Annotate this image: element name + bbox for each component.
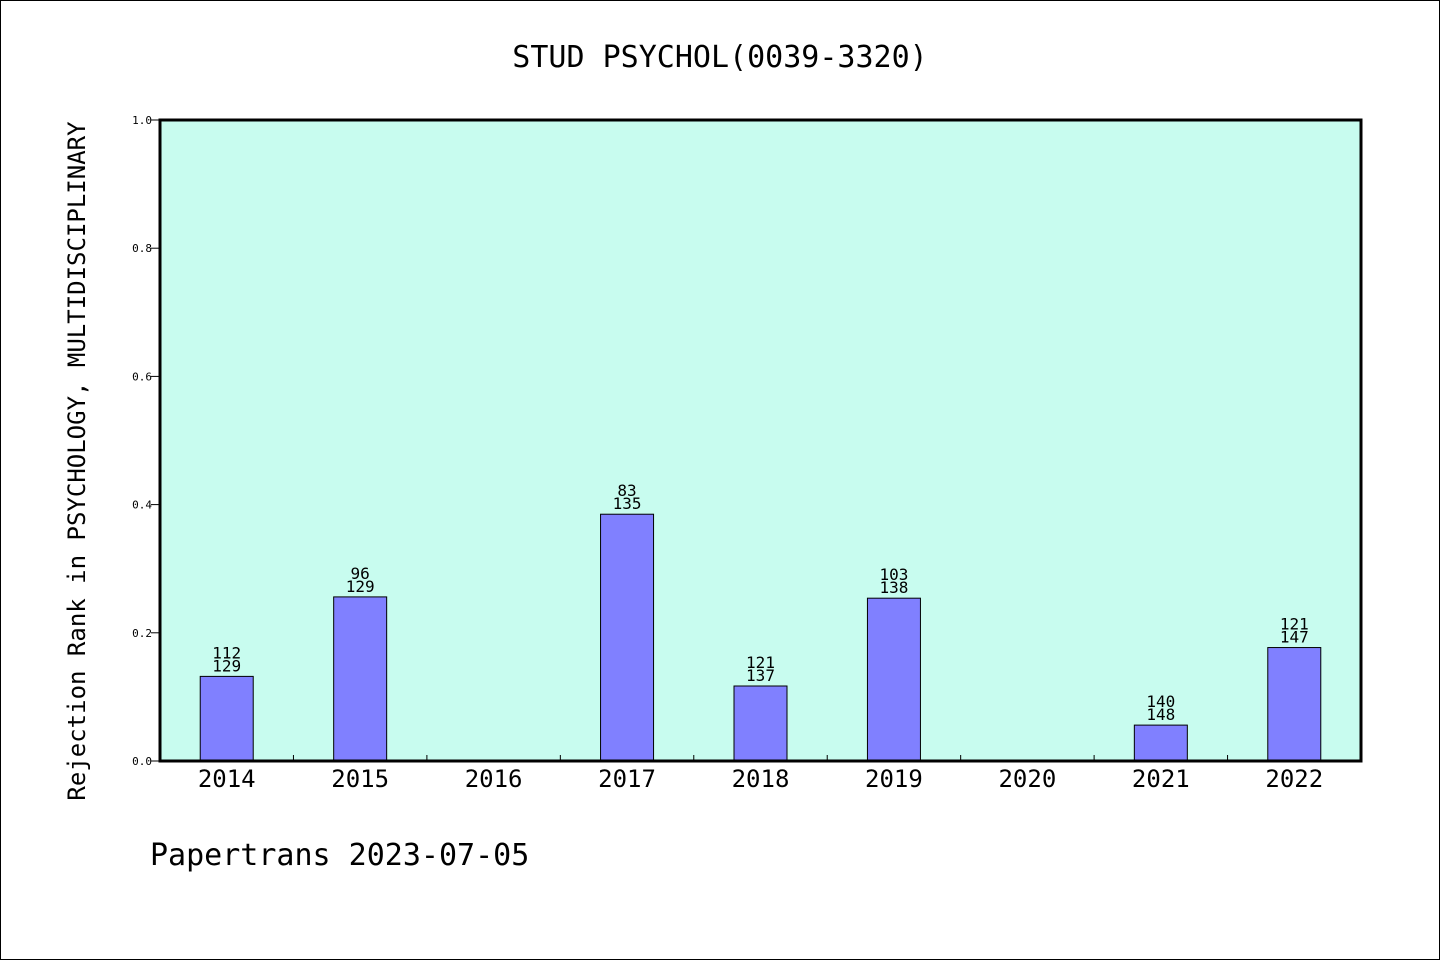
data-label-rank: 121 xyxy=(746,653,775,672)
x-tick-label: 2020 xyxy=(998,765,1056,793)
bar-2018 xyxy=(733,685,788,762)
y-tick-label: 0.0 xyxy=(132,755,152,768)
data-label-total: 135 xyxy=(613,494,642,513)
data-label-total: 147 xyxy=(1280,628,1309,647)
data-label-rank: 83 xyxy=(617,481,636,500)
y-tick-label: 1.0 xyxy=(132,114,152,127)
bar-2015 xyxy=(333,596,388,762)
y-tick-label: 0.2 xyxy=(132,627,152,640)
x-tick-label: 2015 xyxy=(331,765,389,793)
plot-border xyxy=(158,118,1363,763)
ticks-layer: 0.0 0.2 0.4 0.6 0.8 1.0 xyxy=(132,114,1229,768)
x-tick-label: 2014 xyxy=(198,765,256,793)
x-tick-label: 2017 xyxy=(598,765,656,793)
bar-2017 xyxy=(600,513,655,762)
data-label-rank: 96 xyxy=(351,564,370,583)
x-tick-label: 2021 xyxy=(1132,765,1190,793)
y-tick-label: 0.8 xyxy=(132,242,152,255)
x-tick-label: 2018 xyxy=(732,765,790,793)
x-tick-label: 2016 xyxy=(465,765,523,793)
footer-text: Papertrans 2023-07-05 xyxy=(150,838,529,873)
data-label-total: 138 xyxy=(879,578,908,597)
data-label-rank: 112 xyxy=(212,643,241,662)
chart-title: STUD PSYCHOL(0039-3320) xyxy=(512,40,927,75)
data-label-total: 129 xyxy=(212,656,241,675)
data-label-total: 129 xyxy=(346,577,375,596)
bars-layer xyxy=(199,513,1322,762)
bar-2021 xyxy=(1133,724,1188,762)
data-label-total: 137 xyxy=(746,666,775,685)
data-label-rank: 140 xyxy=(1146,692,1175,711)
x-tick-label: 2019 xyxy=(865,765,923,793)
y-tick-label: 0.6 xyxy=(132,370,152,383)
bar-2014 xyxy=(199,675,254,762)
data-label-rank: 121 xyxy=(1280,615,1309,634)
x-tick-label: 2022 xyxy=(1265,765,1323,793)
y-tick-label: 0.4 xyxy=(132,499,152,512)
data-label-total: 148 xyxy=(1146,705,1175,724)
bar-2019 xyxy=(866,597,921,762)
bar-2022 xyxy=(1267,647,1322,762)
data-label-rank: 103 xyxy=(879,565,908,584)
y-axis-label: Rejection Rank in PSYCHOLOGY, MULTIDISCI… xyxy=(63,121,91,801)
